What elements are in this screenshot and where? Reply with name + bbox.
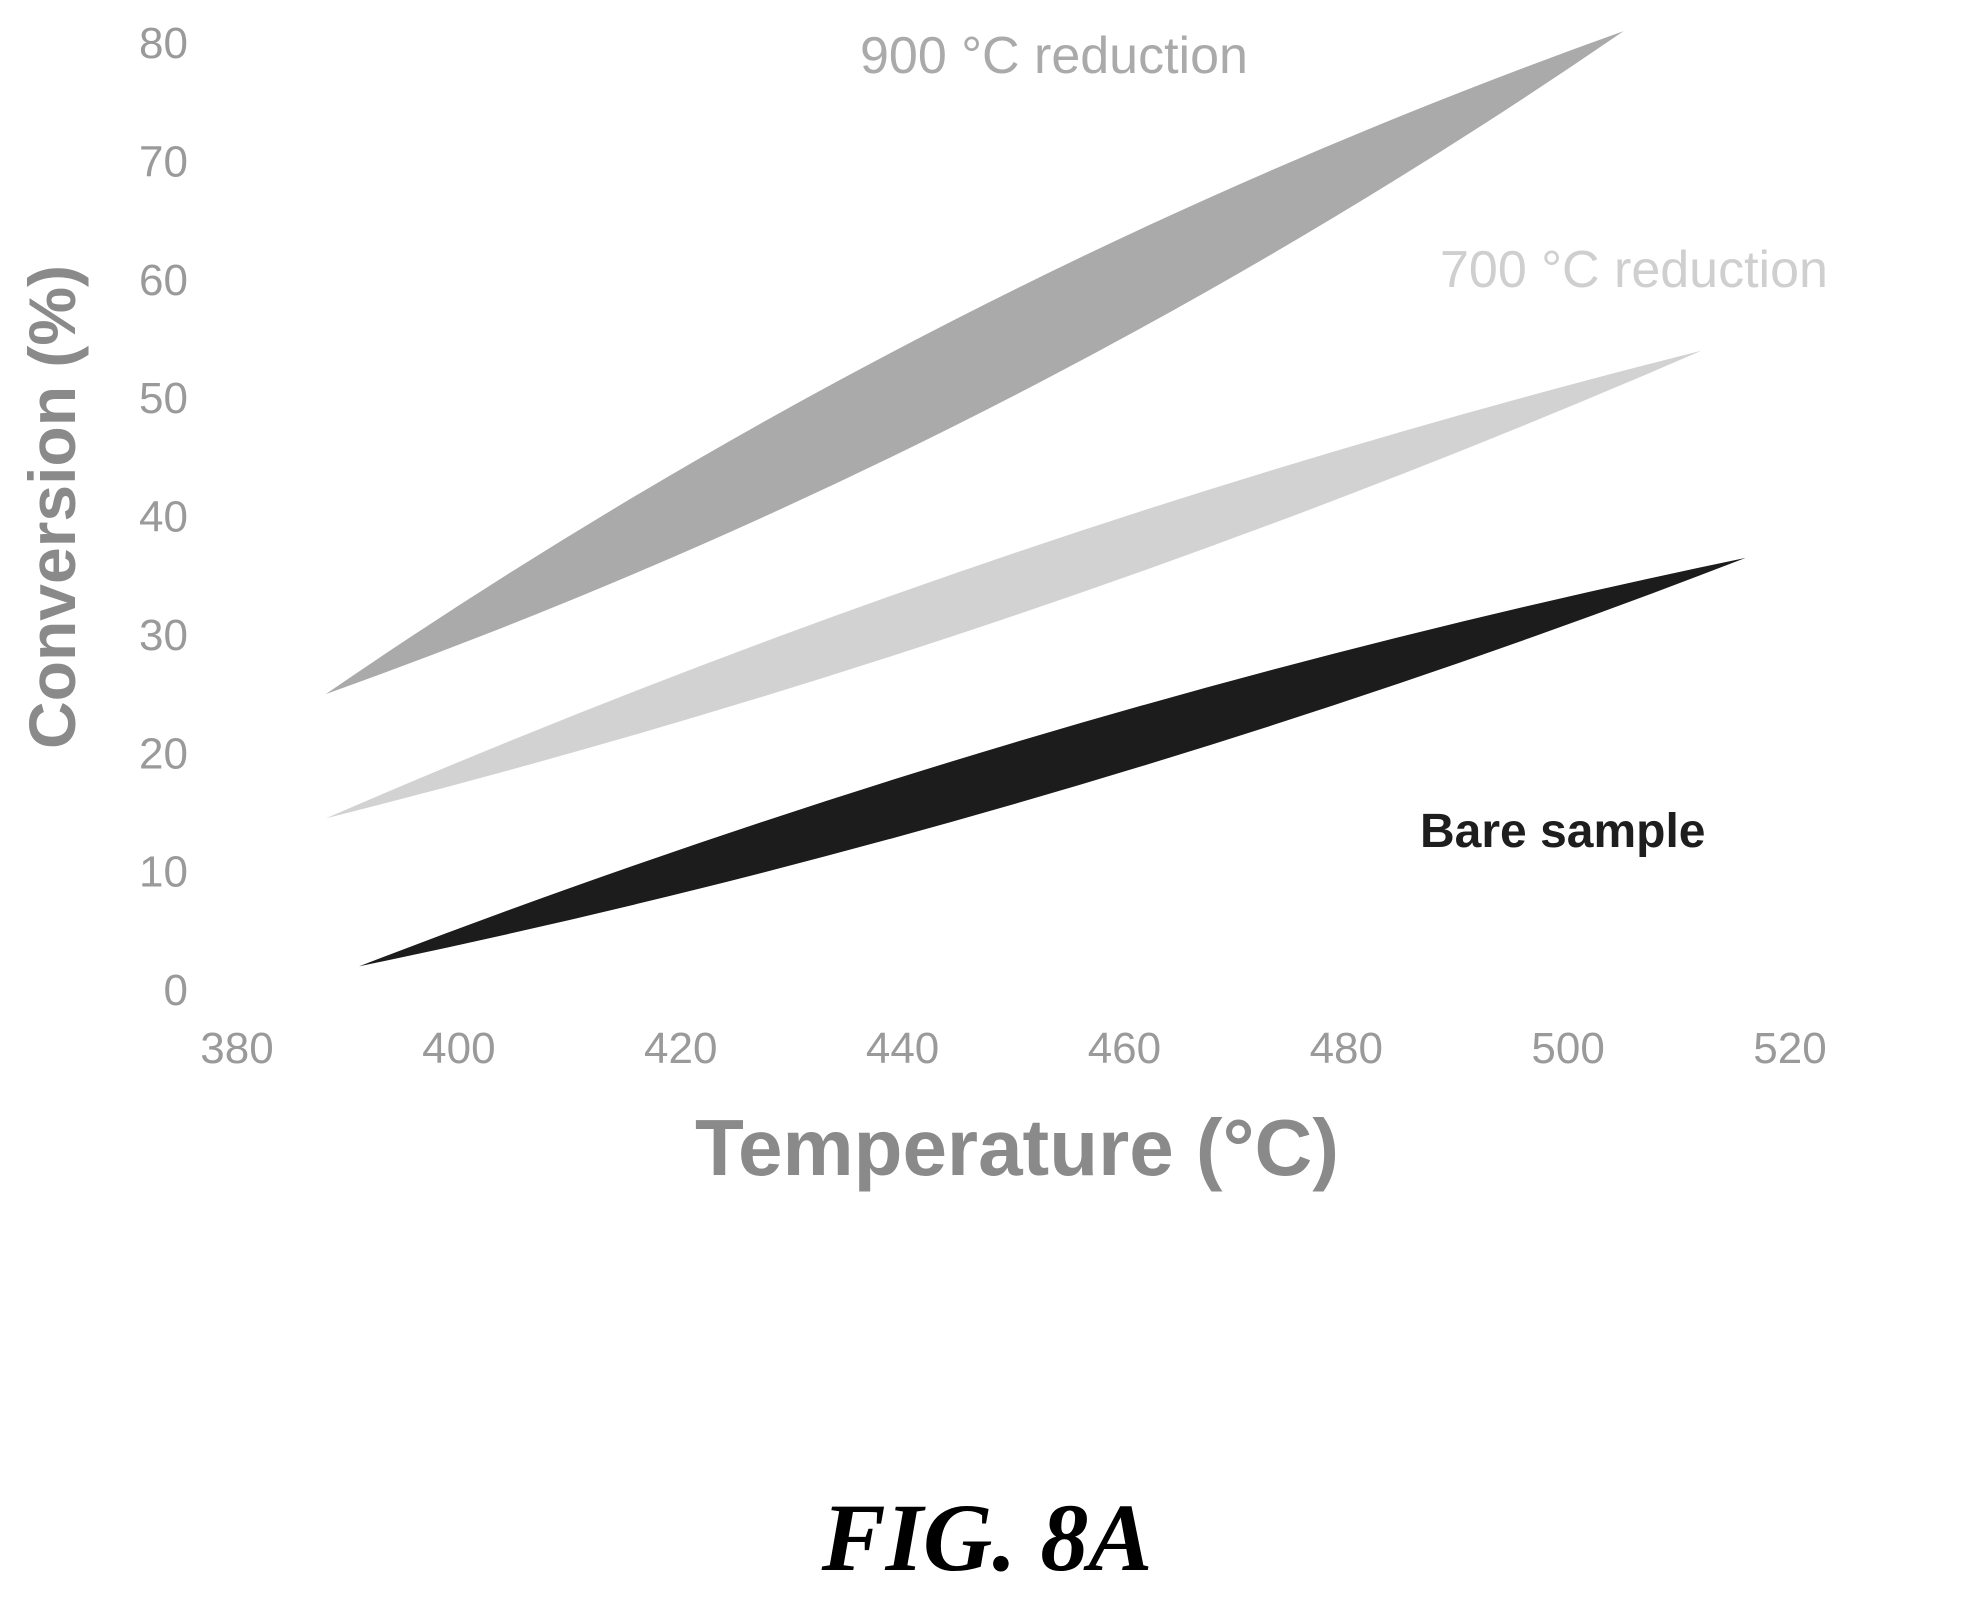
series-label-bare: Bare sample: [1420, 805, 1706, 858]
x-tick-label: 500: [1531, 1024, 1604, 1073]
x-tick-label: 400: [422, 1024, 495, 1073]
x-tick-label: 440: [866, 1024, 939, 1073]
x-tick-label: 520: [1753, 1024, 1826, 1073]
y-axis-title: Conversion (%): [15, 265, 89, 749]
series-label-900: 900 °C reduction: [860, 27, 1248, 85]
y-tick-label: 30: [139, 611, 188, 660]
series-band-2: [359, 557, 1746, 967]
y-tick-labels: 0 10 20 30 40 50 60 70 80: [139, 19, 188, 1015]
y-tick-label: 20: [139, 729, 188, 778]
y-tick-label: 70: [139, 137, 188, 186]
x-tick-label: 380: [200, 1024, 273, 1073]
x-tick-label: 460: [1088, 1024, 1161, 1073]
series-label-700: 700 °C reduction: [1440, 241, 1828, 299]
y-tick-label: 10: [139, 848, 188, 897]
y-tick-label: 80: [139, 19, 188, 68]
series-band-0: [325, 31, 1624, 695]
x-axis-title: Temperature (°C): [695, 1103, 1339, 1192]
y-tick-label: 0: [164, 966, 188, 1015]
figure-caption: FIG. 8A: [821, 1484, 1153, 1591]
series-band-1: [325, 350, 1702, 819]
y-tick-label: 60: [139, 256, 188, 305]
y-tick-label: 50: [139, 374, 188, 423]
x-tick-label: 420: [644, 1024, 717, 1073]
x-tick-label: 480: [1310, 1024, 1383, 1073]
band-layer: [325, 31, 1746, 967]
y-tick-label: 40: [139, 493, 188, 542]
x-tick-labels: 380 400 420 440 460 480 500 520: [200, 1024, 1826, 1073]
